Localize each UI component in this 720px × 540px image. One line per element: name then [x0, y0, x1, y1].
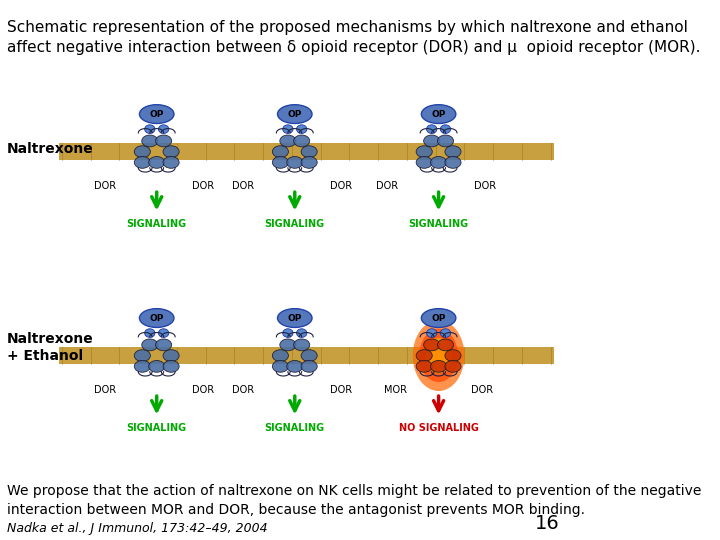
Text: DOR: DOR: [232, 181, 254, 191]
Ellipse shape: [297, 329, 307, 338]
Ellipse shape: [423, 135, 440, 147]
Text: DOR: DOR: [474, 181, 495, 191]
Ellipse shape: [145, 329, 155, 338]
Ellipse shape: [287, 360, 303, 372]
Ellipse shape: [158, 329, 168, 338]
Text: SIGNALING: SIGNALING: [127, 423, 186, 433]
Text: DOR: DOR: [471, 385, 492, 395]
Ellipse shape: [294, 339, 310, 351]
Ellipse shape: [134, 350, 150, 361]
Text: Schematic representation of the proposed mechanisms by which naltrexone and etha: Schematic representation of the proposed…: [7, 20, 701, 55]
Ellipse shape: [423, 339, 440, 351]
Text: SIGNALING: SIGNALING: [127, 219, 186, 229]
Ellipse shape: [156, 135, 171, 147]
Text: NO SIGNALING: NO SIGNALING: [399, 423, 479, 433]
Ellipse shape: [431, 157, 446, 168]
Bar: [59, 143, 554, 160]
Ellipse shape: [416, 157, 432, 168]
Text: SIGNALING: SIGNALING: [265, 219, 325, 229]
Ellipse shape: [158, 125, 168, 133]
Text: OP: OP: [287, 314, 302, 322]
Ellipse shape: [148, 360, 165, 372]
Ellipse shape: [416, 350, 432, 361]
Text: DOR: DOR: [192, 385, 214, 395]
Ellipse shape: [272, 157, 289, 168]
Ellipse shape: [156, 339, 171, 351]
Ellipse shape: [163, 146, 179, 158]
Text: DOR: DOR: [330, 385, 352, 395]
Ellipse shape: [163, 157, 179, 168]
Ellipse shape: [280, 135, 296, 147]
Ellipse shape: [301, 146, 318, 158]
Ellipse shape: [134, 157, 150, 168]
Ellipse shape: [416, 360, 432, 372]
Text: DOR: DOR: [192, 181, 214, 191]
Ellipse shape: [294, 135, 310, 147]
Ellipse shape: [301, 157, 318, 168]
Text: SIGNALING: SIGNALING: [408, 219, 469, 229]
Ellipse shape: [140, 105, 174, 124]
Ellipse shape: [431, 360, 446, 372]
Ellipse shape: [438, 135, 454, 147]
Ellipse shape: [426, 329, 437, 338]
Ellipse shape: [297, 125, 307, 133]
Ellipse shape: [419, 329, 458, 382]
Ellipse shape: [445, 157, 461, 168]
Ellipse shape: [283, 329, 293, 338]
Text: MOR: MOR: [384, 385, 407, 395]
Ellipse shape: [441, 329, 451, 338]
Text: Naltrexone
+ Ethanol: Naltrexone + Ethanol: [7, 332, 94, 363]
Text: Nadka et al., J Immunol, 173:42–49, 2004: Nadka et al., J Immunol, 173:42–49, 2004: [7, 522, 268, 535]
Ellipse shape: [438, 339, 454, 351]
Ellipse shape: [287, 157, 303, 168]
Ellipse shape: [280, 339, 296, 351]
Text: 16: 16: [535, 514, 559, 533]
Ellipse shape: [142, 339, 158, 351]
Ellipse shape: [301, 360, 318, 372]
Text: OP: OP: [431, 314, 446, 322]
Text: DOR: DOR: [376, 181, 398, 191]
Ellipse shape: [421, 309, 456, 327]
Text: OP: OP: [150, 110, 164, 119]
Ellipse shape: [445, 146, 461, 158]
Text: DOR: DOR: [94, 181, 116, 191]
Ellipse shape: [445, 350, 461, 361]
Ellipse shape: [277, 105, 312, 124]
Ellipse shape: [134, 360, 150, 372]
Ellipse shape: [163, 350, 179, 361]
Ellipse shape: [272, 360, 289, 372]
Ellipse shape: [426, 338, 451, 373]
Ellipse shape: [140, 309, 174, 327]
Ellipse shape: [416, 146, 432, 158]
Text: DOR: DOR: [94, 385, 116, 395]
Ellipse shape: [421, 105, 456, 124]
Ellipse shape: [445, 360, 461, 372]
Text: DOR: DOR: [232, 385, 254, 395]
Text: We propose that the action of naltrexone on NK cells might be related to prevent: We propose that the action of naltrexone…: [7, 484, 701, 517]
Text: DOR: DOR: [330, 181, 352, 191]
Text: OP: OP: [150, 314, 164, 322]
Ellipse shape: [283, 125, 293, 133]
Ellipse shape: [148, 157, 165, 168]
Text: Naltrexone: Naltrexone: [7, 142, 94, 156]
Ellipse shape: [413, 320, 464, 391]
Text: SIGNALING: SIGNALING: [265, 423, 325, 433]
Ellipse shape: [134, 146, 150, 158]
Text: OP: OP: [287, 110, 302, 119]
Ellipse shape: [163, 360, 179, 372]
Ellipse shape: [272, 146, 289, 158]
Ellipse shape: [142, 135, 158, 147]
Ellipse shape: [441, 125, 451, 133]
Bar: [59, 347, 554, 364]
Ellipse shape: [272, 350, 289, 361]
Ellipse shape: [301, 350, 318, 361]
Ellipse shape: [426, 125, 437, 133]
Ellipse shape: [145, 125, 155, 133]
Text: OP: OP: [431, 110, 446, 119]
Ellipse shape: [277, 309, 312, 327]
